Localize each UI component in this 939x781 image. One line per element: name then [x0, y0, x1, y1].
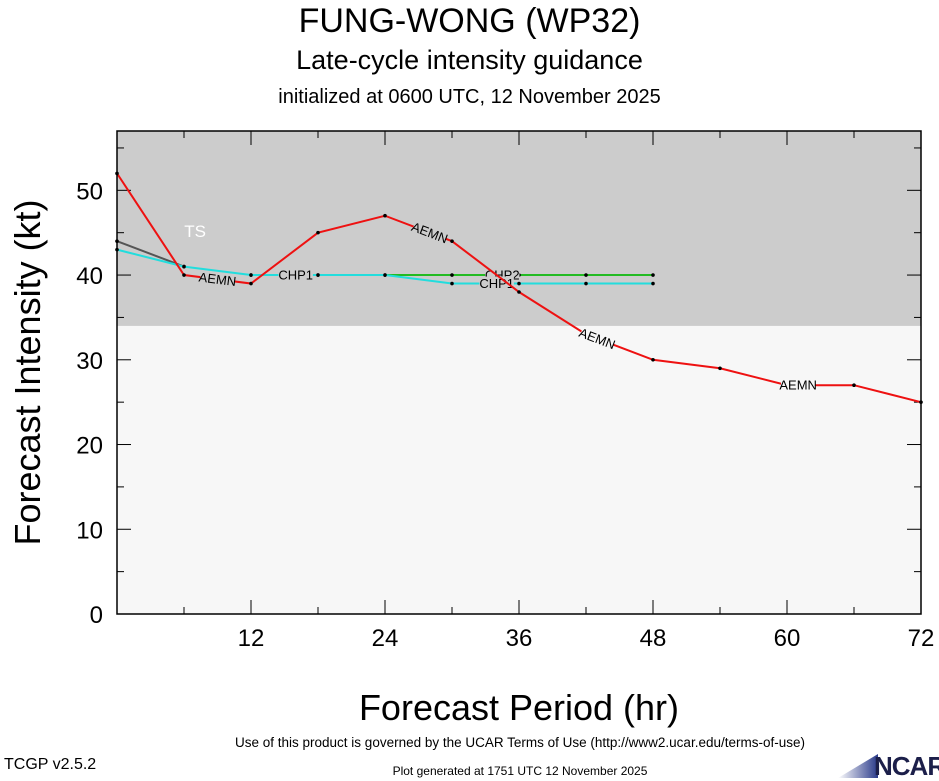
data-point [450, 239, 454, 243]
y-tick-label: 20 [76, 433, 103, 460]
series-label-bg [411, 220, 449, 246]
data-point [182, 264, 186, 269]
generated-time: Plot generated at 1751 UTC 12 November 2… [392, 764, 648, 778]
data-point [383, 213, 387, 218]
ts-intensity-band [117, 131, 921, 326]
data-point [182, 273, 186, 277]
x-tick-label: 48 [640, 625, 667, 652]
series-label: AEMN [779, 378, 817, 393]
data-point [651, 357, 655, 362]
version-label: TCGP v2.5.2 [4, 756, 97, 773]
data-point [316, 273, 320, 277]
data-point [651, 281, 655, 286]
y-tick-label: 40 [76, 263, 103, 290]
y-tick-label: 50 [76, 178, 103, 205]
series-label: AEMN [198, 269, 237, 289]
ncar-logo: NCAR [838, 752, 939, 780]
data-point [517, 281, 521, 286]
series-label-bg [278, 268, 313, 283]
series-label: CHP1 [278, 268, 313, 283]
y-tick-label: 30 [76, 348, 103, 375]
data-point [584, 273, 588, 277]
data-point [316, 230, 320, 235]
chart-subtitle: Late-cycle intensity guidance [296, 45, 643, 75]
series-label-bg [780, 378, 816, 393]
x-tick-label: 60 [774, 625, 801, 652]
data-point [517, 290, 521, 294]
series-line [116, 240, 185, 268]
y-axis-label: Forecast Intensity (kt) [7, 199, 48, 545]
plot-frame [116, 130, 922, 615]
series-label-group: AEMN [779, 378, 817, 393]
data-point [450, 273, 454, 277]
x-axis-label: Forecast Period (hr) [359, 687, 679, 728]
series-label-bg [199, 270, 236, 289]
x-tick-label: 36 [506, 625, 533, 652]
y-tick-label: 10 [76, 517, 103, 544]
initialization-time: initialized at 0600 UTC, 12 November 202… [278, 86, 661, 108]
series-label-group: CHP1 [278, 268, 313, 283]
band-label: TS [184, 222, 206, 241]
ncar-logo-text: NCAR [874, 751, 939, 781]
data-point [718, 366, 722, 371]
data-point [450, 281, 454, 286]
x-tick-label: 24 [372, 625, 399, 652]
data-point [249, 281, 253, 286]
series-label-bg [578, 325, 616, 352]
series-label: CHP1 [479, 276, 514, 291]
data-point [651, 273, 655, 277]
ncar-logo-icon [838, 754, 878, 778]
chart-title: FUNG-WONG (WP32) [298, 2, 641, 40]
data-point [852, 383, 856, 388]
series-label-group: AEMN [198, 269, 237, 289]
x-tick-label: 72 [908, 625, 935, 652]
y-tick-label: 0 [90, 602, 103, 629]
series-label-bg [479, 276, 514, 291]
data-point [249, 273, 253, 277]
series-label-group: CHP1 [479, 276, 514, 291]
series-chp1: CHP1 CHP1 [115, 247, 655, 291]
data-point [584, 281, 588, 286]
x-tick-label: 12 [238, 625, 265, 652]
data-point [383, 273, 387, 277]
terms-of-use-note: Use of this product is governed by the U… [235, 735, 805, 750]
